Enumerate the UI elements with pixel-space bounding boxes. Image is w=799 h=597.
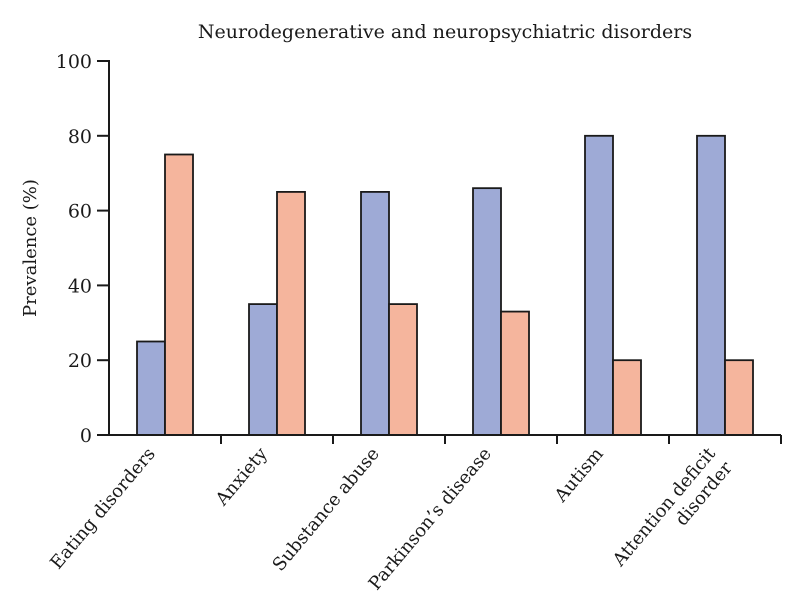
x-category-label: Anxiety [211, 443, 272, 510]
ticks-group: 0 20 40 60 80 100 [56, 51, 782, 447]
bars-group [136, 134, 754, 436]
bar-series2-4 [612, 359, 642, 436]
bar-series1-5 [696, 134, 726, 436]
bar-series1-0 [136, 340, 166, 436]
bar-series2-3 [500, 310, 530, 436]
x-category-label-line: Substance abuse [268, 444, 383, 576]
y-tick-label: 0 [80, 425, 92, 447]
x-category-label: Parkinson’s disease [365, 444, 496, 595]
y-tick-label: 80 [68, 126, 92, 148]
bar-series2-1 [276, 190, 306, 436]
x-category-label: Autism [550, 444, 608, 507]
x-category-label: Substance abuse [268, 444, 383, 576]
bar-series1-1 [248, 303, 278, 436]
y-tick-label: 100 [56, 51, 92, 73]
y-tick-label: 40 [68, 275, 92, 297]
bar-series2-5 [724, 359, 754, 436]
bar-series1-3 [472, 187, 502, 436]
x-category-label: Eating disorders [46, 444, 160, 574]
axes-group [108, 60, 781, 436]
x-category-label-line: Parkinson’s disease [365, 444, 496, 595]
bar-series1-4 [584, 134, 614, 436]
x-category-label: Attention deficitdisorder [608, 443, 737, 585]
x-category-label-line: Autism [550, 444, 608, 507]
y-tick-label: 20 [68, 350, 92, 372]
chart-title: Neurodegenerative and neuropsychiatric d… [198, 21, 692, 43]
bar-series1-2 [360, 190, 390, 436]
bar-series2-2 [388, 303, 418, 436]
y-axis-label: Prevalence (%) [20, 179, 41, 317]
x-category-label-line: Eating disorders [46, 444, 160, 574]
x-category-label-line: Anxiety [211, 443, 272, 510]
bar-series2-0 [164, 153, 194, 436]
y-tick-label: 60 [68, 201, 92, 223]
